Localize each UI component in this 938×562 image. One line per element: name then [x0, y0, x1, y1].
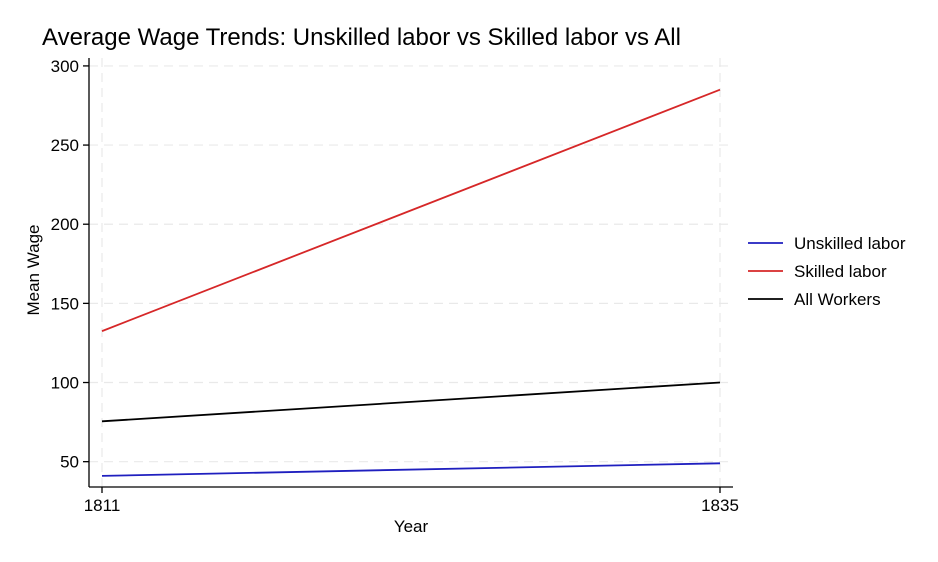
y-tick-label: 250	[51, 136, 79, 155]
series-line-skilled-labor	[101, 88, 721, 332]
y-axis-label: Mean Wage	[24, 224, 43, 315]
series-lines	[101, 88, 721, 477]
legend-label: All Workers	[794, 290, 881, 309]
y-tick-label: 100	[51, 374, 79, 393]
x-tick-label: 1811	[84, 496, 121, 515]
x-tick-label: 1835	[701, 496, 739, 515]
x-axis-ticks: 1811 1835	[84, 487, 739, 515]
y-axis-ticks: 50 100 150 200 250 300	[51, 57, 89, 472]
series-line-all-workers	[101, 381, 721, 423]
legend-label: Skilled labor	[794, 262, 887, 281]
legend-label: Unskilled labor	[794, 234, 906, 253]
gridlines	[89, 58, 733, 487]
y-tick-label: 50	[60, 453, 79, 472]
y-tick-label: 200	[51, 215, 79, 234]
y-tick-label: 300	[51, 57, 79, 76]
chart-title: Average Wage Trends: Unskilled labor vs …	[42, 24, 681, 51]
x-axis-label: Year	[394, 517, 429, 536]
series-line-unskilled-labor	[101, 462, 721, 477]
y-tick-label: 150	[51, 294, 79, 313]
legend: Unskilled labor Skilled labor All Workers	[748, 234, 906, 309]
